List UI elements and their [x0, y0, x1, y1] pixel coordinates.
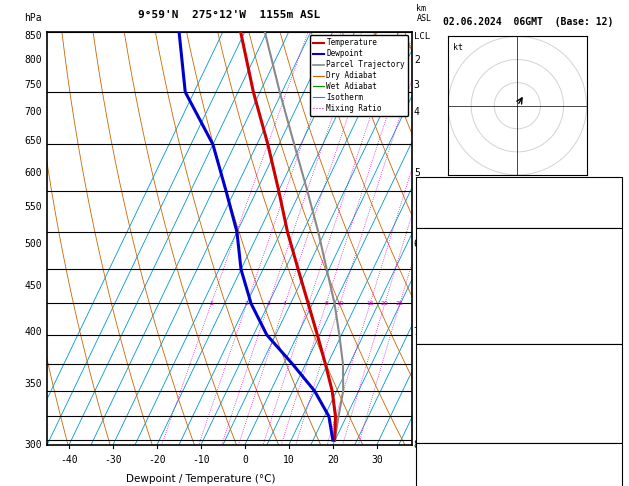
- Text: 650: 650: [24, 137, 42, 146]
- Text: 14: 14: [608, 426, 618, 435]
- Text: 10: 10: [283, 455, 295, 465]
- Text: 700: 700: [24, 107, 42, 117]
- Text: Lifted Index: Lifted Index: [420, 295, 483, 304]
- Text: 290: 290: [603, 311, 618, 320]
- Text: 30: 30: [371, 455, 382, 465]
- Text: 9°59'N  275°12'W  1155m ASL: 9°59'N 275°12'W 1155m ASL: [138, 10, 321, 20]
- Text: 20: 20: [327, 455, 339, 465]
- Text: km
ASL: km ASL: [416, 4, 431, 23]
- Text: 25: 25: [396, 301, 404, 306]
- Text: 400: 400: [24, 327, 42, 337]
- Text: 290: 290: [603, 410, 618, 419]
- Legend: Temperature, Dewpoint, Parcel Trajectory, Dry Adiabat, Wet Adiabat, Isotherm, Mi: Temperature, Dewpoint, Parcel Trajectory…: [309, 35, 408, 116]
- Text: 20: 20: [381, 301, 389, 306]
- Text: EH: EH: [420, 461, 431, 470]
- Text: Dewpoint / Temperature (°C): Dewpoint / Temperature (°C): [126, 473, 275, 484]
- Text: K: K: [420, 179, 425, 189]
- Text: kt: kt: [453, 43, 463, 52]
- Text: 14: 14: [608, 327, 618, 336]
- Text: Totals Totals: Totals Totals: [420, 195, 489, 205]
- Text: 8: 8: [324, 301, 328, 306]
- Text: 38: 38: [608, 179, 618, 189]
- Text: 4.39: 4.39: [598, 211, 618, 221]
- Text: 1: 1: [209, 301, 213, 306]
- Text: 750: 750: [24, 80, 42, 90]
- Text: Most Unstable: Most Unstable: [485, 346, 554, 355]
- Text: -20: -20: [148, 455, 166, 465]
- Text: LCL: LCL: [414, 32, 430, 41]
- Text: 3: 3: [267, 301, 271, 306]
- Text: PW (cm): PW (cm): [420, 211, 457, 221]
- Text: θᵉ(K): θᵉ(K): [420, 278, 447, 288]
- Text: -4: -4: [608, 477, 618, 486]
- Text: 19.5: 19.5: [598, 262, 618, 272]
- Text: 886: 886: [603, 362, 618, 371]
- Text: 2: 2: [414, 55, 420, 65]
- Text: 351: 351: [603, 278, 618, 288]
- Text: -1: -1: [608, 394, 618, 403]
- Text: 4: 4: [283, 301, 287, 306]
- Text: 2: 2: [245, 301, 249, 306]
- Text: CAPE (J): CAPE (J): [420, 311, 462, 320]
- Text: Surface: Surface: [501, 230, 538, 240]
- Text: 6: 6: [307, 301, 311, 306]
- Text: CIN (J): CIN (J): [420, 426, 457, 435]
- Text: CIN (J): CIN (J): [420, 327, 457, 336]
- Text: 44: 44: [608, 195, 618, 205]
- Text: SREH: SREH: [420, 477, 441, 486]
- Text: -10: -10: [192, 455, 210, 465]
- Text: Mixing Ratio (g/kg): Mixing Ratio (g/kg): [444, 191, 453, 286]
- Text: -40: -40: [60, 455, 78, 465]
- Text: 5: 5: [414, 168, 420, 178]
- Text: Pressure (mb): Pressure (mb): [420, 362, 489, 371]
- Text: 850: 850: [24, 31, 42, 41]
- Text: 351: 351: [603, 378, 618, 387]
- Text: 550: 550: [24, 202, 42, 212]
- Text: 350: 350: [24, 379, 42, 389]
- Text: -6: -6: [608, 461, 618, 470]
- Text: 02.06.2024  06GMT  (Base: 12): 02.06.2024 06GMT (Base: 12): [443, 17, 613, 27]
- Text: Temp (°C): Temp (°C): [420, 246, 467, 256]
- Text: © weatheronline.co.uk: © weatheronline.co.uk: [465, 469, 569, 479]
- Text: 8: 8: [414, 440, 420, 450]
- Text: 7: 7: [414, 327, 420, 337]
- Text: 450: 450: [24, 280, 42, 291]
- Text: 16: 16: [366, 301, 374, 306]
- Text: 600: 600: [24, 168, 42, 178]
- Text: 0: 0: [242, 455, 248, 465]
- Text: -30: -30: [104, 455, 122, 465]
- Text: 4: 4: [414, 107, 420, 117]
- Text: 500: 500: [24, 239, 42, 249]
- Text: 3: 3: [414, 80, 420, 90]
- Text: Hodograph: Hodograph: [496, 445, 543, 454]
- Text: Dewp (°C): Dewp (°C): [420, 262, 467, 272]
- Text: 6: 6: [414, 239, 420, 249]
- Text: CAPE (J): CAPE (J): [420, 410, 462, 419]
- Text: hPa: hPa: [24, 13, 42, 23]
- Text: 10: 10: [336, 301, 344, 306]
- Text: 800: 800: [24, 55, 42, 65]
- Text: Lifted Index: Lifted Index: [420, 394, 483, 403]
- Text: -1: -1: [608, 295, 618, 304]
- Text: 300: 300: [24, 440, 42, 450]
- Text: 19.9: 19.9: [598, 246, 618, 256]
- Text: θᵉ (K): θᵉ (K): [420, 378, 452, 387]
